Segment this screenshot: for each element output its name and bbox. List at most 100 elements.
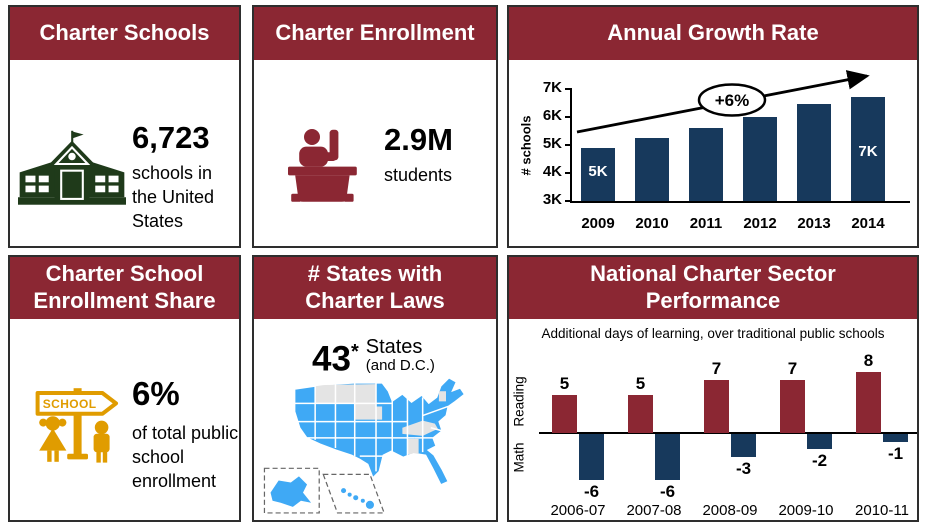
school-icon xyxy=(18,130,126,205)
growth-bar xyxy=(797,104,831,201)
y-axis-line xyxy=(570,88,572,202)
charter-enrollment-stat: 2.9M xyxy=(384,122,453,157)
performance-chart: Additional days of learning, over tradit… xyxy=(509,319,917,520)
x-tick-label: 2012 xyxy=(743,215,777,232)
x-tick-label: 2011 xyxy=(689,215,723,232)
charter-schools-stat: 6,723 xyxy=(132,120,210,155)
growth-bar xyxy=(851,97,885,201)
states-laws-unit-note: (and D.C.) xyxy=(365,357,435,374)
reading-value-label: 7 xyxy=(787,358,798,378)
math-bar xyxy=(807,434,832,450)
x-tick-label: 2013 xyxy=(797,215,831,232)
math-value-label: -6 xyxy=(659,481,676,501)
performance-subtitle: Additional days of learning, over tradit… xyxy=(541,326,885,341)
math-value-label: -6 xyxy=(583,481,600,501)
alaska-shape xyxy=(270,476,312,507)
charter-schools-title: Charter Schools xyxy=(39,20,210,46)
annual-growth-header: Annual Growth Rate xyxy=(509,7,917,60)
states-laws-units: States (and D.C.) xyxy=(366,335,435,375)
math-bar xyxy=(731,434,756,457)
x-tick-label: 2010-11 xyxy=(855,502,909,519)
math-value-label: -1 xyxy=(887,443,904,463)
charter-enrollment-header: Charter Enrollment xyxy=(254,7,496,60)
y-tick-mark xyxy=(565,144,572,146)
reading-bar xyxy=(780,379,805,433)
states-laws-title: # States with Charter Laws xyxy=(305,261,445,313)
charter-enrollment-title: Charter Enrollment xyxy=(275,20,475,46)
charter-schools-header: Charter Schools xyxy=(10,7,239,60)
growth-bar xyxy=(635,138,669,201)
reading-bar xyxy=(856,372,881,433)
panel-performance: National Charter Sector Performance Addi… xyxy=(507,255,919,522)
states-laws-header: # States with Charter Laws xyxy=(254,257,496,319)
x-tick-label: 2009 xyxy=(581,215,615,232)
y-tick-mark xyxy=(565,172,572,174)
student-at-desk-icon xyxy=(288,129,357,202)
panel-enrollment-share: Charter School Enrollment Share SCHOOL xyxy=(8,255,241,522)
zero-line xyxy=(539,432,917,434)
enrollment-share-title: Charter School Enrollment Share xyxy=(33,261,216,313)
enrollment-share-stat: 6% xyxy=(132,375,180,412)
math-bar xyxy=(579,434,604,480)
y-tick-mark xyxy=(565,200,572,202)
math-value-label: -2 xyxy=(811,451,828,471)
x-tick-label: 2009-10 xyxy=(778,502,834,519)
panel-states-with-charter-laws: # States with Charter Laws 43* States (a… xyxy=(252,255,498,522)
x-tick-label: 2006-07 xyxy=(550,502,606,519)
panel-charter-enrollment: Charter Enrollment 2.9M students xyxy=(252,5,498,248)
panel-annual-growth-rate: Annual Growth Rate 3K 4K 5K 6K 7K 5K 2009 2010 2… xyxy=(507,5,919,248)
states-laws-stat: 43* xyxy=(312,339,359,379)
growth-annotation-bubble xyxy=(697,83,767,117)
negative-axis-label: Math xyxy=(511,442,527,473)
us-states-map xyxy=(263,377,465,514)
math-bar xyxy=(883,434,908,442)
y-tick-label: 5K xyxy=(542,135,562,152)
bar-value-label: 5K xyxy=(588,163,608,180)
charter-schools-caption: schools in the United States xyxy=(132,163,215,231)
reading-value-label: 5 xyxy=(635,374,646,393)
y-tick-mark xyxy=(565,116,572,118)
signpost-school-text: SCHOOL xyxy=(43,397,97,411)
reading-bar xyxy=(704,379,729,433)
hawaii-inset-box xyxy=(322,473,386,514)
us-map-silhouette xyxy=(294,377,465,486)
reading-bar xyxy=(628,395,653,433)
x-tick-label: 2010 xyxy=(635,215,669,232)
y-tick-label: 7K xyxy=(542,79,562,96)
y-tick-mark xyxy=(565,88,572,90)
reading-bar xyxy=(552,395,577,433)
alaska-inset-box xyxy=(263,467,320,514)
annual-growth-chart: 3K 4K 5K 6K 7K 5K 2009 2010 2011 2012 2013 7K 2014 # … xyxy=(509,60,917,246)
y-tick-label: 4K xyxy=(542,163,562,180)
states-without-charter-laws xyxy=(315,384,446,455)
y-tick-label: 3K xyxy=(542,191,562,208)
x-tick-label: 2007-08 xyxy=(626,502,682,519)
reading-value-label: 5 xyxy=(559,374,570,393)
states-laws-stat-row: 43* States (and D.C.) xyxy=(312,335,435,377)
math-value-label: -3 xyxy=(735,458,752,478)
y-tick-label: 6K xyxy=(542,107,562,124)
growth-bar xyxy=(581,147,615,201)
growth-bar xyxy=(689,128,723,201)
school-signpost-kids-icon: SCHOOL xyxy=(35,388,118,463)
states-laws-unit: States xyxy=(365,336,423,358)
enrollment-share-caption: of total public school enrollment xyxy=(132,423,239,491)
growth-bar xyxy=(743,117,777,201)
x-tick-label: 2014 xyxy=(851,215,885,232)
x-axis-line xyxy=(570,201,910,203)
annual-growth-title: Annual Growth Rate xyxy=(607,20,819,46)
bar-value-label: 7K xyxy=(858,143,878,160)
hawaii-islands xyxy=(341,488,374,509)
charter-enrollment-caption: students xyxy=(384,165,453,185)
math-bar xyxy=(655,434,680,480)
performance-header: National Charter Sector Performance xyxy=(509,257,917,319)
growth-trend-overlay: +6% xyxy=(509,60,921,246)
enrollment-share-header: Charter School Enrollment Share xyxy=(10,257,239,319)
panel-charter-schools: Charter Schools xyxy=(8,5,241,248)
asterisk-note: * xyxy=(350,341,359,363)
growth-annotation-text: +6% xyxy=(715,91,750,110)
performance-title: National Charter Sector Performance xyxy=(590,261,836,313)
reading-value-label: 8 xyxy=(863,351,874,371)
reading-value-label: 7 xyxy=(711,358,722,378)
